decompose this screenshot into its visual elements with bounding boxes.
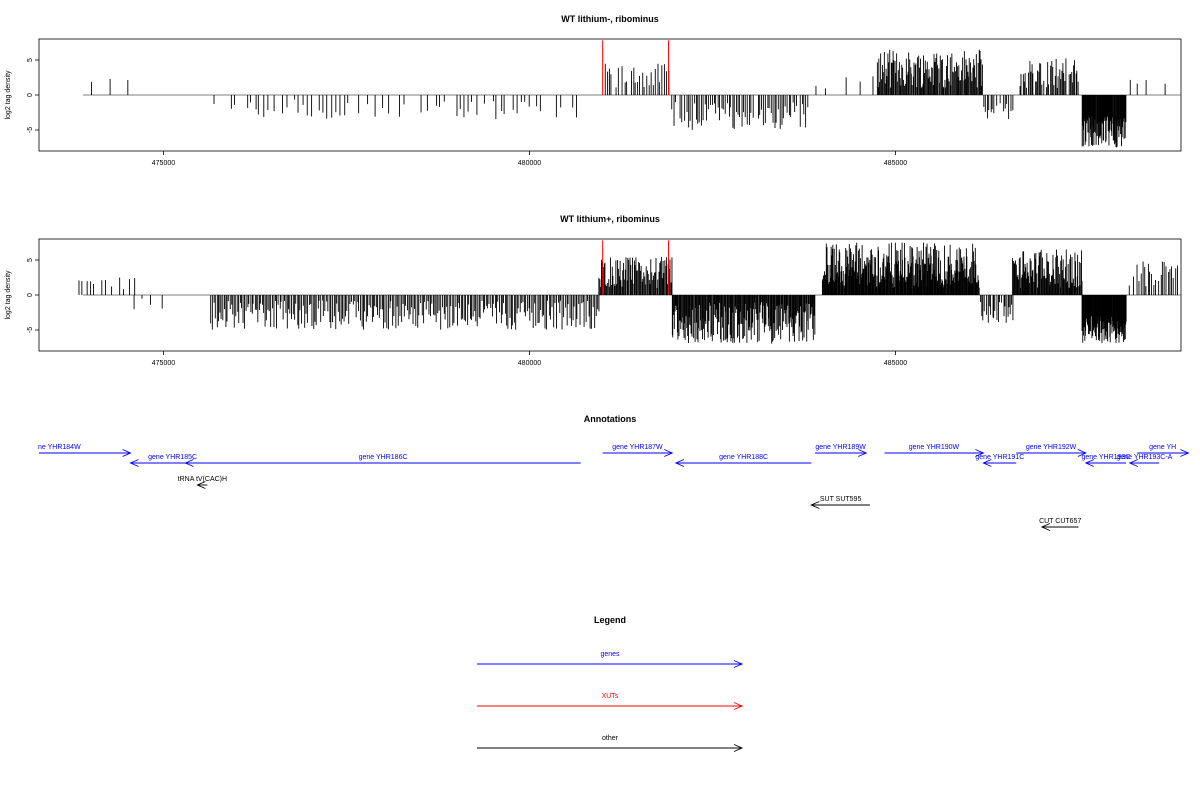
- feature-label: gene YHR189W: [815, 444, 866, 451]
- feature-label: CUT CUT657: [1039, 518, 1081, 525]
- annotation-track: Annotations ne YHR184W gene YHR185C gene Y…: [38, 414, 1190, 531]
- x-tick-label: 480000: [518, 360, 541, 367]
- legend-arrow: [477, 744, 744, 752]
- y-axis-label: log2 tag density: [5, 270, 12, 320]
- feature-arrow: [1040, 523, 1079, 531]
- x-tick-label: 480000: [518, 160, 541, 167]
- track-panel-lithium-minus: WT lithium-, ribominus log2 tag density …: [5, 14, 1182, 167]
- y-tick-label: -5: [27, 127, 34, 133]
- feature-label: gene YHR191C: [975, 454, 1024, 461]
- x-tick-label: 485000: [884, 160, 907, 167]
- y-tick-label: -5: [27, 327, 34, 333]
- legend: Legend genes XUTs other: [477, 615, 744, 752]
- x-tick-label: 475000: [152, 360, 175, 367]
- feature-arrow: [39, 449, 132, 457]
- feature-arrow: [184, 459, 581, 467]
- y-tick-label: 0: [27, 93, 34, 97]
- legend-arrow: [477, 702, 744, 710]
- y-tick-label: 0: [27, 293, 34, 297]
- chart-title: WT lithium-, ribominus: [561, 14, 659, 24]
- legend-label: genes: [600, 651, 620, 658]
- feature-label: SUT SUT595: [820, 496, 862, 503]
- feature-label: gene YH: [1149, 444, 1176, 451]
- feature-arrow: [1084, 459, 1127, 467]
- feature-arrow: [810, 501, 870, 509]
- feature-label: gene YHR190W: [909, 444, 960, 451]
- feature-arrow: [884, 449, 985, 457]
- track-panel-lithium-plus: WT lithium+, ribominus log2 tag density …: [5, 214, 1182, 367]
- coverage-bars: [78, 240, 1181, 344]
- feature-label: gene YHR193C-A: [1116, 454, 1172, 461]
- x-tick-label: 485000: [884, 360, 907, 367]
- y-tick-label: 5: [27, 258, 34, 262]
- feature-arrow: [814, 449, 868, 457]
- feature-label: gene YHR185C: [148, 454, 197, 461]
- legend-title: Legend: [594, 615, 626, 625]
- feature-arrow: [1137, 449, 1190, 457]
- feature-arrow: [602, 449, 674, 457]
- y-axis-label: log2 tag density: [5, 70, 12, 120]
- axes: 475000 480000 485000 5 0 -5: [27, 58, 907, 167]
- x-tick-label: 475000: [152, 160, 175, 167]
- feature-arrow: [674, 459, 812, 467]
- feature-label: gene YHR193C: [1082, 454, 1131, 461]
- feature-label: gene YHR192W: [1026, 444, 1077, 451]
- y-tick-label: 5: [27, 58, 34, 62]
- feature-label: gene YHR186C: [359, 454, 408, 461]
- axes: 475000 480000 485000 5 0 -5: [27, 258, 907, 367]
- legend-label: other: [602, 735, 619, 742]
- feature-label: gene YHR188C: [719, 454, 768, 461]
- feature-label: tRNA tV(CAC)H: [178, 476, 227, 483]
- feature-arrow: [982, 459, 1017, 467]
- coverage-bars: [82, 40, 1181, 148]
- legend-label: XUTs: [602, 693, 619, 700]
- annotations-title: Annotations: [584, 414, 637, 424]
- feature-arrow: [196, 481, 208, 489]
- legend-items: genes XUTs other: [477, 651, 744, 752]
- feature-arrow: [1016, 449, 1087, 457]
- legend-arrow: [477, 660, 744, 668]
- feature-label: ne YHR184W: [38, 444, 81, 451]
- feature-label: gene YHR187W: [612, 444, 663, 451]
- chart-title: WT lithium+, ribominus: [560, 214, 660, 224]
- annotation-features: ne YHR184W gene YHR185C gene YHR186C tRNA t…: [38, 444, 1190, 531]
- feature-arrow: [1128, 459, 1160, 467]
